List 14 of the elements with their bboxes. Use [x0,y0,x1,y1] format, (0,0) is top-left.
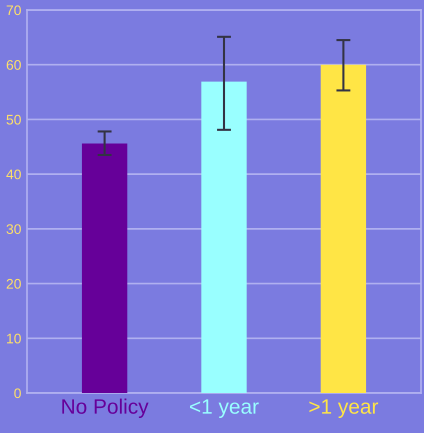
y-tick-label: 60 [6,60,21,70]
y-tick-label: 0 [14,388,21,398]
x-tick-label: <1 year [190,399,259,418]
y-tick-label: 30 [6,224,21,234]
bar [320,64,366,393]
bar [82,144,128,393]
y-tick-label: 10 [7,334,21,344]
y-tick-label: 70 [6,5,21,16]
bar [201,82,247,393]
y-tick-label: 40 [6,169,21,180]
y-tick-label: 20 [6,278,21,289]
x-tick-label: >1 year [309,399,378,418]
x-tick-label: No Policy [62,398,149,418]
y-tick-label: 50 [6,114,21,125]
